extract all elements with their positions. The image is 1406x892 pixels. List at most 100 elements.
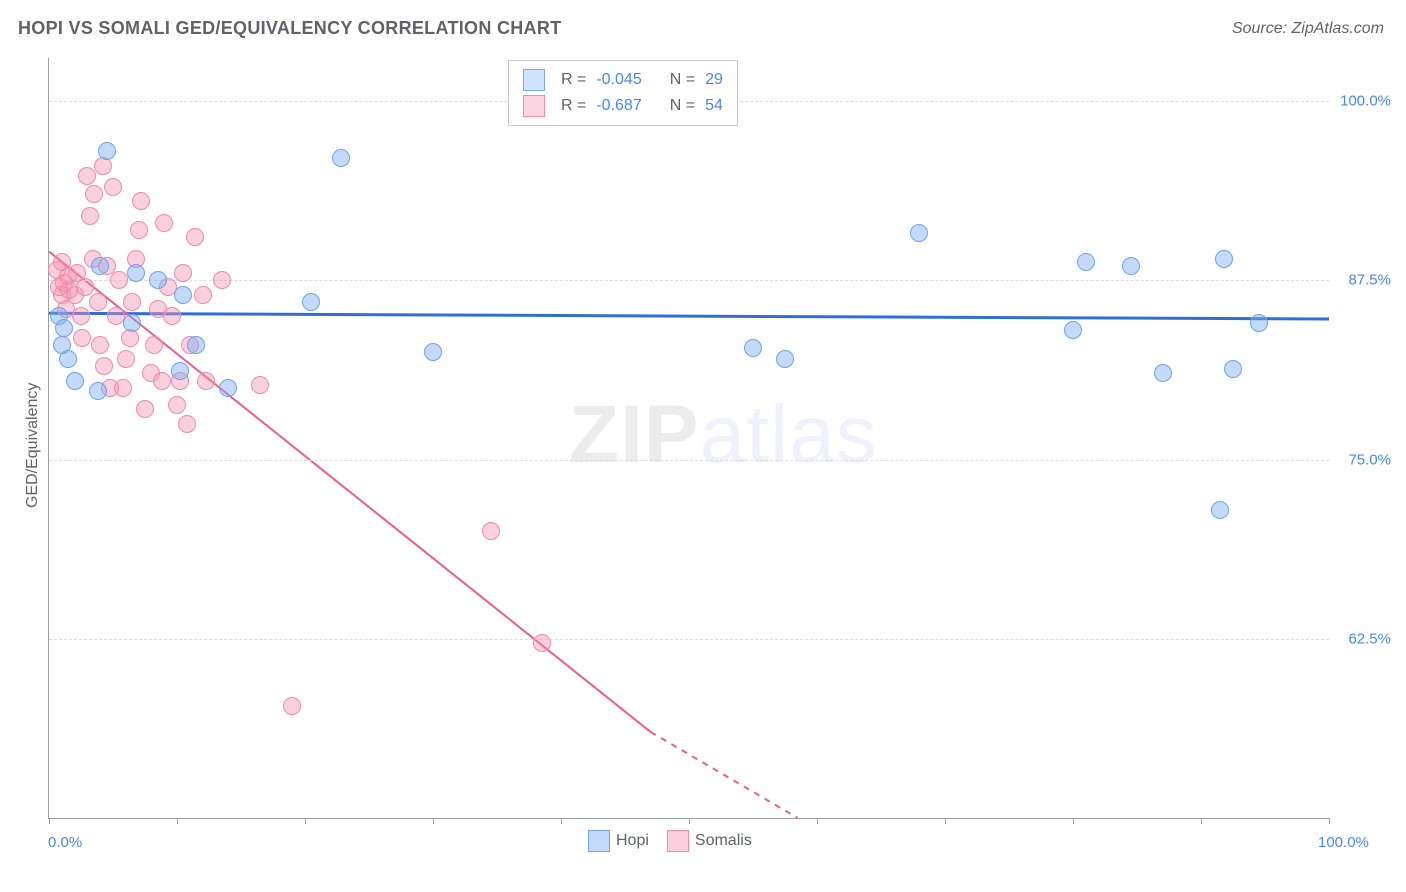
hopi-point [776,350,794,368]
y-tick-label: 75.0% [1348,451,1391,468]
somalis-point [251,376,269,394]
y-axis-title: GED/Equivalency [24,383,42,508]
x-tick [177,818,178,824]
x-tick [433,818,434,824]
chart-title: HOPI VS SOMALI GED/EQUIVALENCY CORRELATI… [18,18,561,39]
somalis-point [73,329,91,347]
somalis-point [145,336,163,354]
hopi-point [302,293,320,311]
somalis-point [91,336,109,354]
somalis-point [213,271,231,289]
legend-item-hopi: Hopi [588,830,649,852]
hopi-point [332,149,350,167]
somalis-point [123,293,141,311]
hopi-point [55,319,73,337]
stats-hopi-r: -0.045 [596,67,641,93]
hopi-point [127,264,145,282]
somalis-point [76,278,94,296]
somalis-point [107,307,125,325]
hopi-point [1077,253,1095,271]
hopi-point [1154,364,1172,382]
hopi-point [1250,314,1268,332]
stats-r-label: R = [561,67,586,93]
x-tick [817,818,818,824]
y-tick-label: 87.5% [1348,272,1391,289]
somalis-point [132,192,150,210]
hopi-point [1215,250,1233,268]
regression-lines [49,58,1329,818]
watermark-bold: ZIP [569,389,700,480]
stats-hopi-n: 29 [705,67,723,93]
somalis-point [130,221,148,239]
stats-n-label: N = [670,93,695,119]
stats-row-hopi: R = -0.045 N = 29 [523,67,723,93]
stats-hopi-swatch [523,69,545,91]
gridline [49,639,1329,640]
series-legend: Hopi Somalis [588,830,752,852]
stats-legend: R = -0.045 N = 29 R = -0.687 N = 54 [508,60,738,126]
hopi-point [149,271,167,289]
hopi-point [1211,501,1229,519]
somalis-point [81,207,99,225]
somalis-point [178,415,196,433]
x-tick [49,818,50,824]
hopi-point [424,343,442,361]
somalis-point [95,357,113,375]
somalis-point [117,350,135,368]
x-tick [1329,818,1330,824]
hopi-point [89,382,107,400]
y-tick-label: 62.5% [1348,630,1391,647]
x-tick [1073,818,1074,824]
x-tick [945,818,946,824]
regression-line [49,313,1329,319]
somalis-point [168,396,186,414]
stats-somalis-r: -0.687 [596,93,641,119]
hopi-point [1224,360,1242,378]
hopi-point [219,379,237,397]
hopi-point [1122,257,1140,275]
somalis-point [482,522,500,540]
x-axis-min-label: 0.0% [48,834,82,851]
regression-line [651,732,798,818]
somalis-point [283,697,301,715]
somalis-point [186,228,204,246]
gridline [49,280,1329,281]
watermark-light: atlas [700,389,878,480]
somalis-point [136,400,154,418]
somalis-swatch [667,830,689,852]
hopi-swatch [588,830,610,852]
x-axis-max-label: 100.0% [1318,834,1406,851]
hopi-point [123,314,141,332]
hopi-point [53,336,71,354]
legend-hopi-label: Hopi [616,832,649,849]
gridline [49,460,1329,461]
stats-somalis-n: 54 [705,93,723,119]
stats-somalis-swatch [523,95,545,117]
plot-area: ZIPatlas 100.0%87.5%75.0%62.5% [48,58,1329,819]
somalis-point [163,307,181,325]
hopi-point [910,224,928,242]
hopi-point [187,336,205,354]
somalis-point [85,185,103,203]
hopi-point [91,257,109,275]
hopi-point [744,339,762,357]
stats-r-label: R = [561,93,586,119]
somalis-point [104,178,122,196]
y-tick-label: 100.0% [1340,93,1391,110]
somalis-point [194,286,212,304]
hopi-point [66,372,84,390]
hopi-point [98,142,116,160]
somalis-point [89,293,107,311]
x-tick [305,818,306,824]
somalis-point [153,372,171,390]
watermark: ZIPatlas [569,388,878,482]
somalis-point [533,634,551,652]
x-tick [561,818,562,824]
legend-item-somalis: Somalis [667,830,752,852]
somalis-point [72,307,90,325]
stats-n-label: N = [670,67,695,93]
somalis-point [197,372,215,390]
stats-row-somalis: R = -0.687 N = 54 [523,93,723,119]
x-tick [1201,818,1202,824]
hopi-point [174,286,192,304]
